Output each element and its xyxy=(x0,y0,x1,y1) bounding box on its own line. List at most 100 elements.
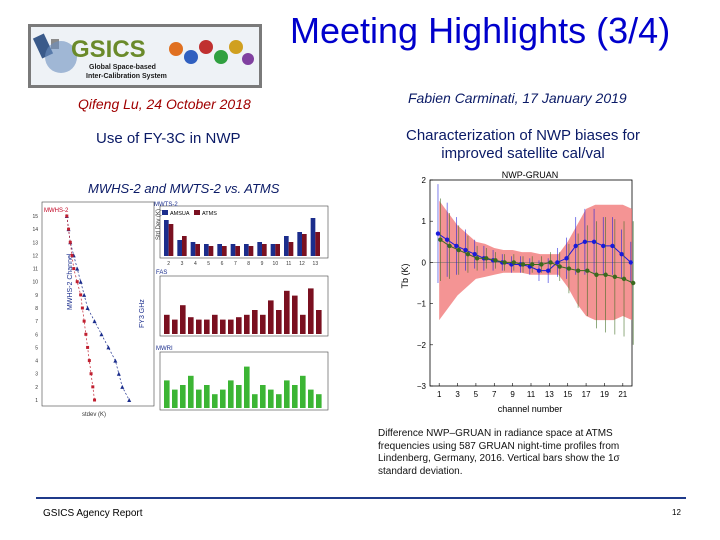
profile-channel-tick: 2 xyxy=(35,385,38,391)
chart-title: NWP-GRUAN xyxy=(502,170,559,180)
profile-point-red xyxy=(65,214,69,218)
profile-channel-tick: 4 xyxy=(35,359,38,365)
bar xyxy=(276,394,282,408)
bar xyxy=(195,244,200,256)
x-tick-label: 9 xyxy=(510,390,515,399)
profile-point-red xyxy=(80,306,84,310)
series-point xyxy=(619,251,624,257)
chart-y-label: Tb (K) xyxy=(400,263,410,288)
legend-swatch-atms xyxy=(194,210,200,215)
bar xyxy=(190,242,196,256)
left-topic: Use of FY-3C in NWP xyxy=(96,130,241,147)
bar xyxy=(164,220,169,256)
right-author: Fabien Carminati, 17 January 2019 xyxy=(408,90,627,106)
mwri-panel-label: MWRI xyxy=(156,346,173,352)
bar xyxy=(276,310,282,334)
series-point xyxy=(438,237,443,242)
x-tick-label: 1 xyxy=(437,390,442,399)
people-icon xyxy=(169,40,254,65)
bar xyxy=(188,317,194,334)
bar xyxy=(188,375,194,408)
bar xyxy=(248,246,254,256)
profile-point-red xyxy=(87,359,91,363)
profile-channel-tick: 8 xyxy=(35,306,38,312)
bar xyxy=(164,380,170,408)
bar xyxy=(244,366,250,408)
gsics-logo: GSICS Global Space-based Inter-Calibrati… xyxy=(28,24,262,88)
bar xyxy=(220,319,226,334)
profile-channel-tick: 6 xyxy=(35,332,38,338)
profile-point-red xyxy=(70,253,74,257)
profile-title: MWHS-2 xyxy=(44,208,69,214)
series-point xyxy=(575,268,581,273)
profile-point-blue xyxy=(82,292,87,297)
y-tick-label: 2 xyxy=(422,176,427,185)
right-topic-line-2: improved satellite cal/val xyxy=(441,145,605,162)
bar xyxy=(236,317,242,334)
series-point xyxy=(573,243,578,249)
bar xyxy=(168,224,174,256)
bar-category-label: 4 xyxy=(194,261,197,267)
caption-line-2: frequencies using 587 GRUAN night-time p… xyxy=(378,440,620,452)
x-tick-label: 17 xyxy=(582,390,591,399)
bar-category-label: 11 xyxy=(286,261,291,267)
bar xyxy=(217,244,222,256)
bar xyxy=(244,244,249,256)
profile-point-blue xyxy=(85,306,90,310)
series-line xyxy=(440,239,634,284)
x-tick-label: 3 xyxy=(455,390,460,399)
bar xyxy=(315,232,320,256)
bar-category-label: 10 xyxy=(273,261,279,267)
series-point xyxy=(591,239,597,244)
profile-point-red xyxy=(72,267,76,271)
profile-point-red xyxy=(93,398,97,402)
x-tick-label: 11 xyxy=(527,390,536,399)
mwhs2-mwts2-figure: MWHS-2 Channel MWHS-2 stdev (K) FY3 GHz … xyxy=(22,196,332,422)
series-point xyxy=(601,243,606,249)
bar xyxy=(196,319,202,334)
profile-point-red xyxy=(89,372,93,376)
bar xyxy=(288,242,294,256)
x-tick-label: 13 xyxy=(545,390,554,399)
series-point xyxy=(454,243,459,249)
profile-point-red xyxy=(75,280,79,284)
series-point xyxy=(530,262,535,267)
profile-point-blue xyxy=(106,345,111,350)
fas-panel-label: FAS xyxy=(156,270,167,276)
profile-channel-tick: 10 xyxy=(32,280,38,286)
bar xyxy=(204,244,209,256)
series-point xyxy=(631,280,636,286)
bar xyxy=(180,305,186,334)
profile-point-red xyxy=(68,240,72,244)
profile-point-blue xyxy=(78,279,83,284)
profile-point-blue xyxy=(116,371,121,376)
bar xyxy=(235,246,240,256)
bar xyxy=(300,314,306,334)
series-point xyxy=(536,268,542,273)
chart-x-label: channel number xyxy=(498,404,563,414)
profile-point-red xyxy=(91,385,95,389)
series-point xyxy=(447,243,452,249)
profile-point-red xyxy=(82,319,86,323)
bar-category-label: 12 xyxy=(299,261,305,267)
profile-channel-tick: 15 xyxy=(32,214,38,220)
profile-x-label: stdev (K) xyxy=(82,412,106,418)
series-point xyxy=(594,272,599,277)
bar xyxy=(236,385,242,408)
series-point xyxy=(612,274,618,280)
bar-category-label: 13 xyxy=(313,261,319,267)
bar xyxy=(262,244,267,256)
bar-category-label: 2 xyxy=(167,261,170,267)
profile-channel-tick: 3 xyxy=(35,372,38,378)
bar xyxy=(230,244,236,256)
series-point xyxy=(493,258,498,263)
bar xyxy=(164,314,170,334)
bar xyxy=(260,385,266,408)
caption-line-4: standard deviation. xyxy=(378,465,463,477)
bar-category-label: 3 xyxy=(181,261,184,267)
bar xyxy=(268,389,274,408)
mwts2-panel-label: MWTS-2 xyxy=(154,202,178,208)
right-topic-line-1: Characterization of NWP biases for xyxy=(406,127,640,144)
series-point xyxy=(621,276,627,282)
bar xyxy=(292,385,298,408)
